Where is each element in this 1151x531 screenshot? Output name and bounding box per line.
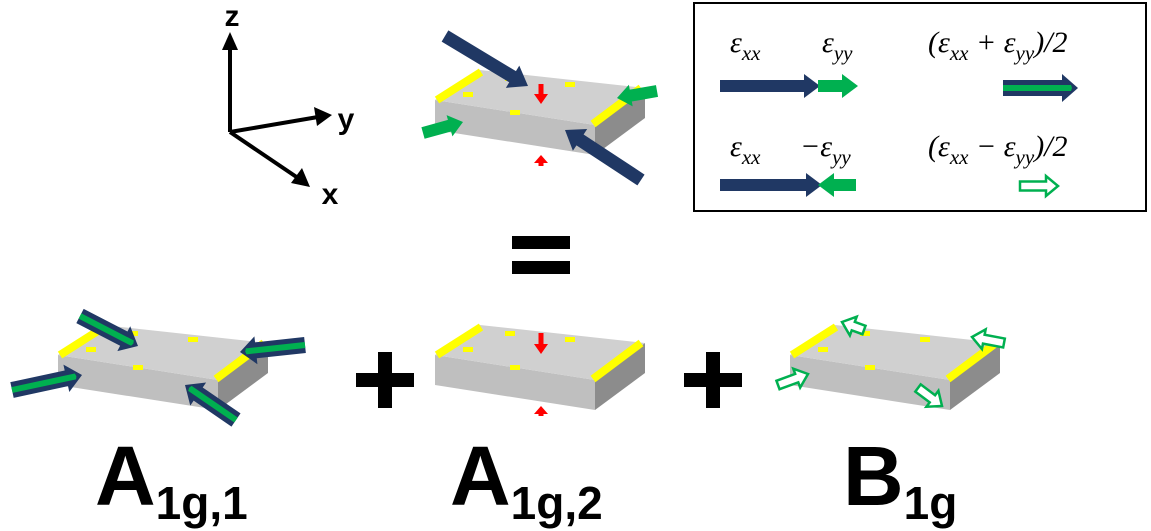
axis-label: z bbox=[225, 0, 240, 33]
arrow bbox=[720, 173, 822, 197]
formula-text: ε bbox=[730, 26, 742, 59]
formula-text: ε bbox=[730, 130, 742, 163]
formula-text: − ε bbox=[968, 130, 1015, 163]
subscript: 1g bbox=[904, 477, 958, 529]
operators bbox=[356, 236, 742, 408]
arrow bbox=[534, 84, 548, 104]
subscript: yy bbox=[830, 145, 851, 169]
formula-text: A bbox=[95, 429, 156, 523]
crystal-block bbox=[435, 70, 645, 155]
subscript: xx bbox=[949, 41, 969, 65]
axis-lines bbox=[228, 48, 319, 180]
mode-label: A1g,1 bbox=[95, 429, 248, 529]
formula-text: −ε bbox=[800, 130, 832, 163]
legend-box bbox=[693, 2, 1147, 212]
arrow bbox=[11, 373, 77, 393]
subscript: xx bbox=[949, 145, 969, 169]
subscript: xx bbox=[741, 145, 761, 169]
arrow bbox=[534, 333, 548, 354]
arrow bbox=[1018, 173, 1060, 199]
arrow bbox=[1003, 85, 1072, 91]
axis-label: y bbox=[338, 103, 355, 136]
axis-label: x bbox=[322, 178, 339, 211]
subscript: yy bbox=[832, 41, 853, 65]
arrow bbox=[565, 129, 645, 186]
subscript: yy bbox=[1014, 41, 1035, 65]
mode-label: A1g,2 bbox=[450, 429, 603, 529]
arrow bbox=[188, 385, 238, 423]
formula-text: ε bbox=[822, 26, 834, 59]
legend-formula: (εxx + εyy)/2 bbox=[928, 26, 1068, 65]
axis-heads bbox=[222, 32, 332, 187]
legend-formula: εxx bbox=[730, 26, 761, 65]
legend-formula: εxx bbox=[730, 130, 761, 169]
formula-text: A bbox=[450, 429, 511, 523]
arrow bbox=[534, 155, 548, 166]
arrow bbox=[441, 30, 528, 88]
legend-formula: εyy bbox=[822, 26, 853, 65]
subscript: 1g,1 bbox=[156, 477, 248, 529]
subscript: 1g,2 bbox=[511, 477, 603, 529]
arrow bbox=[818, 74, 858, 98]
arrow bbox=[617, 84, 659, 107]
arrow bbox=[421, 115, 463, 139]
arrow bbox=[840, 314, 868, 339]
mode-label: B1g bbox=[843, 429, 957, 529]
arrow bbox=[78, 313, 134, 346]
arrow bbox=[534, 406, 548, 416]
crystal-block bbox=[58, 325, 268, 410]
formula-text: + ε bbox=[968, 26, 1015, 59]
arrow bbox=[970, 326, 1007, 352]
crystal-block bbox=[790, 325, 1000, 410]
formula-text: )/2 bbox=[1032, 130, 1067, 163]
arrow bbox=[245, 342, 306, 355]
subscript: yy bbox=[1014, 145, 1035, 169]
formula-text: (ε bbox=[928, 26, 950, 59]
subscript: xx bbox=[741, 41, 761, 65]
arrow bbox=[720, 74, 820, 98]
formula-text: B bbox=[843, 429, 904, 523]
formula-text: )/2 bbox=[1032, 26, 1067, 59]
legend-formula: (εxx − εyy)/2 bbox=[928, 130, 1068, 169]
arrow bbox=[913, 382, 944, 409]
arrow bbox=[774, 366, 810, 391]
legend-formula: −εyy bbox=[800, 130, 851, 169]
formula-text: (ε bbox=[928, 130, 950, 163]
arrow bbox=[818, 173, 856, 197]
